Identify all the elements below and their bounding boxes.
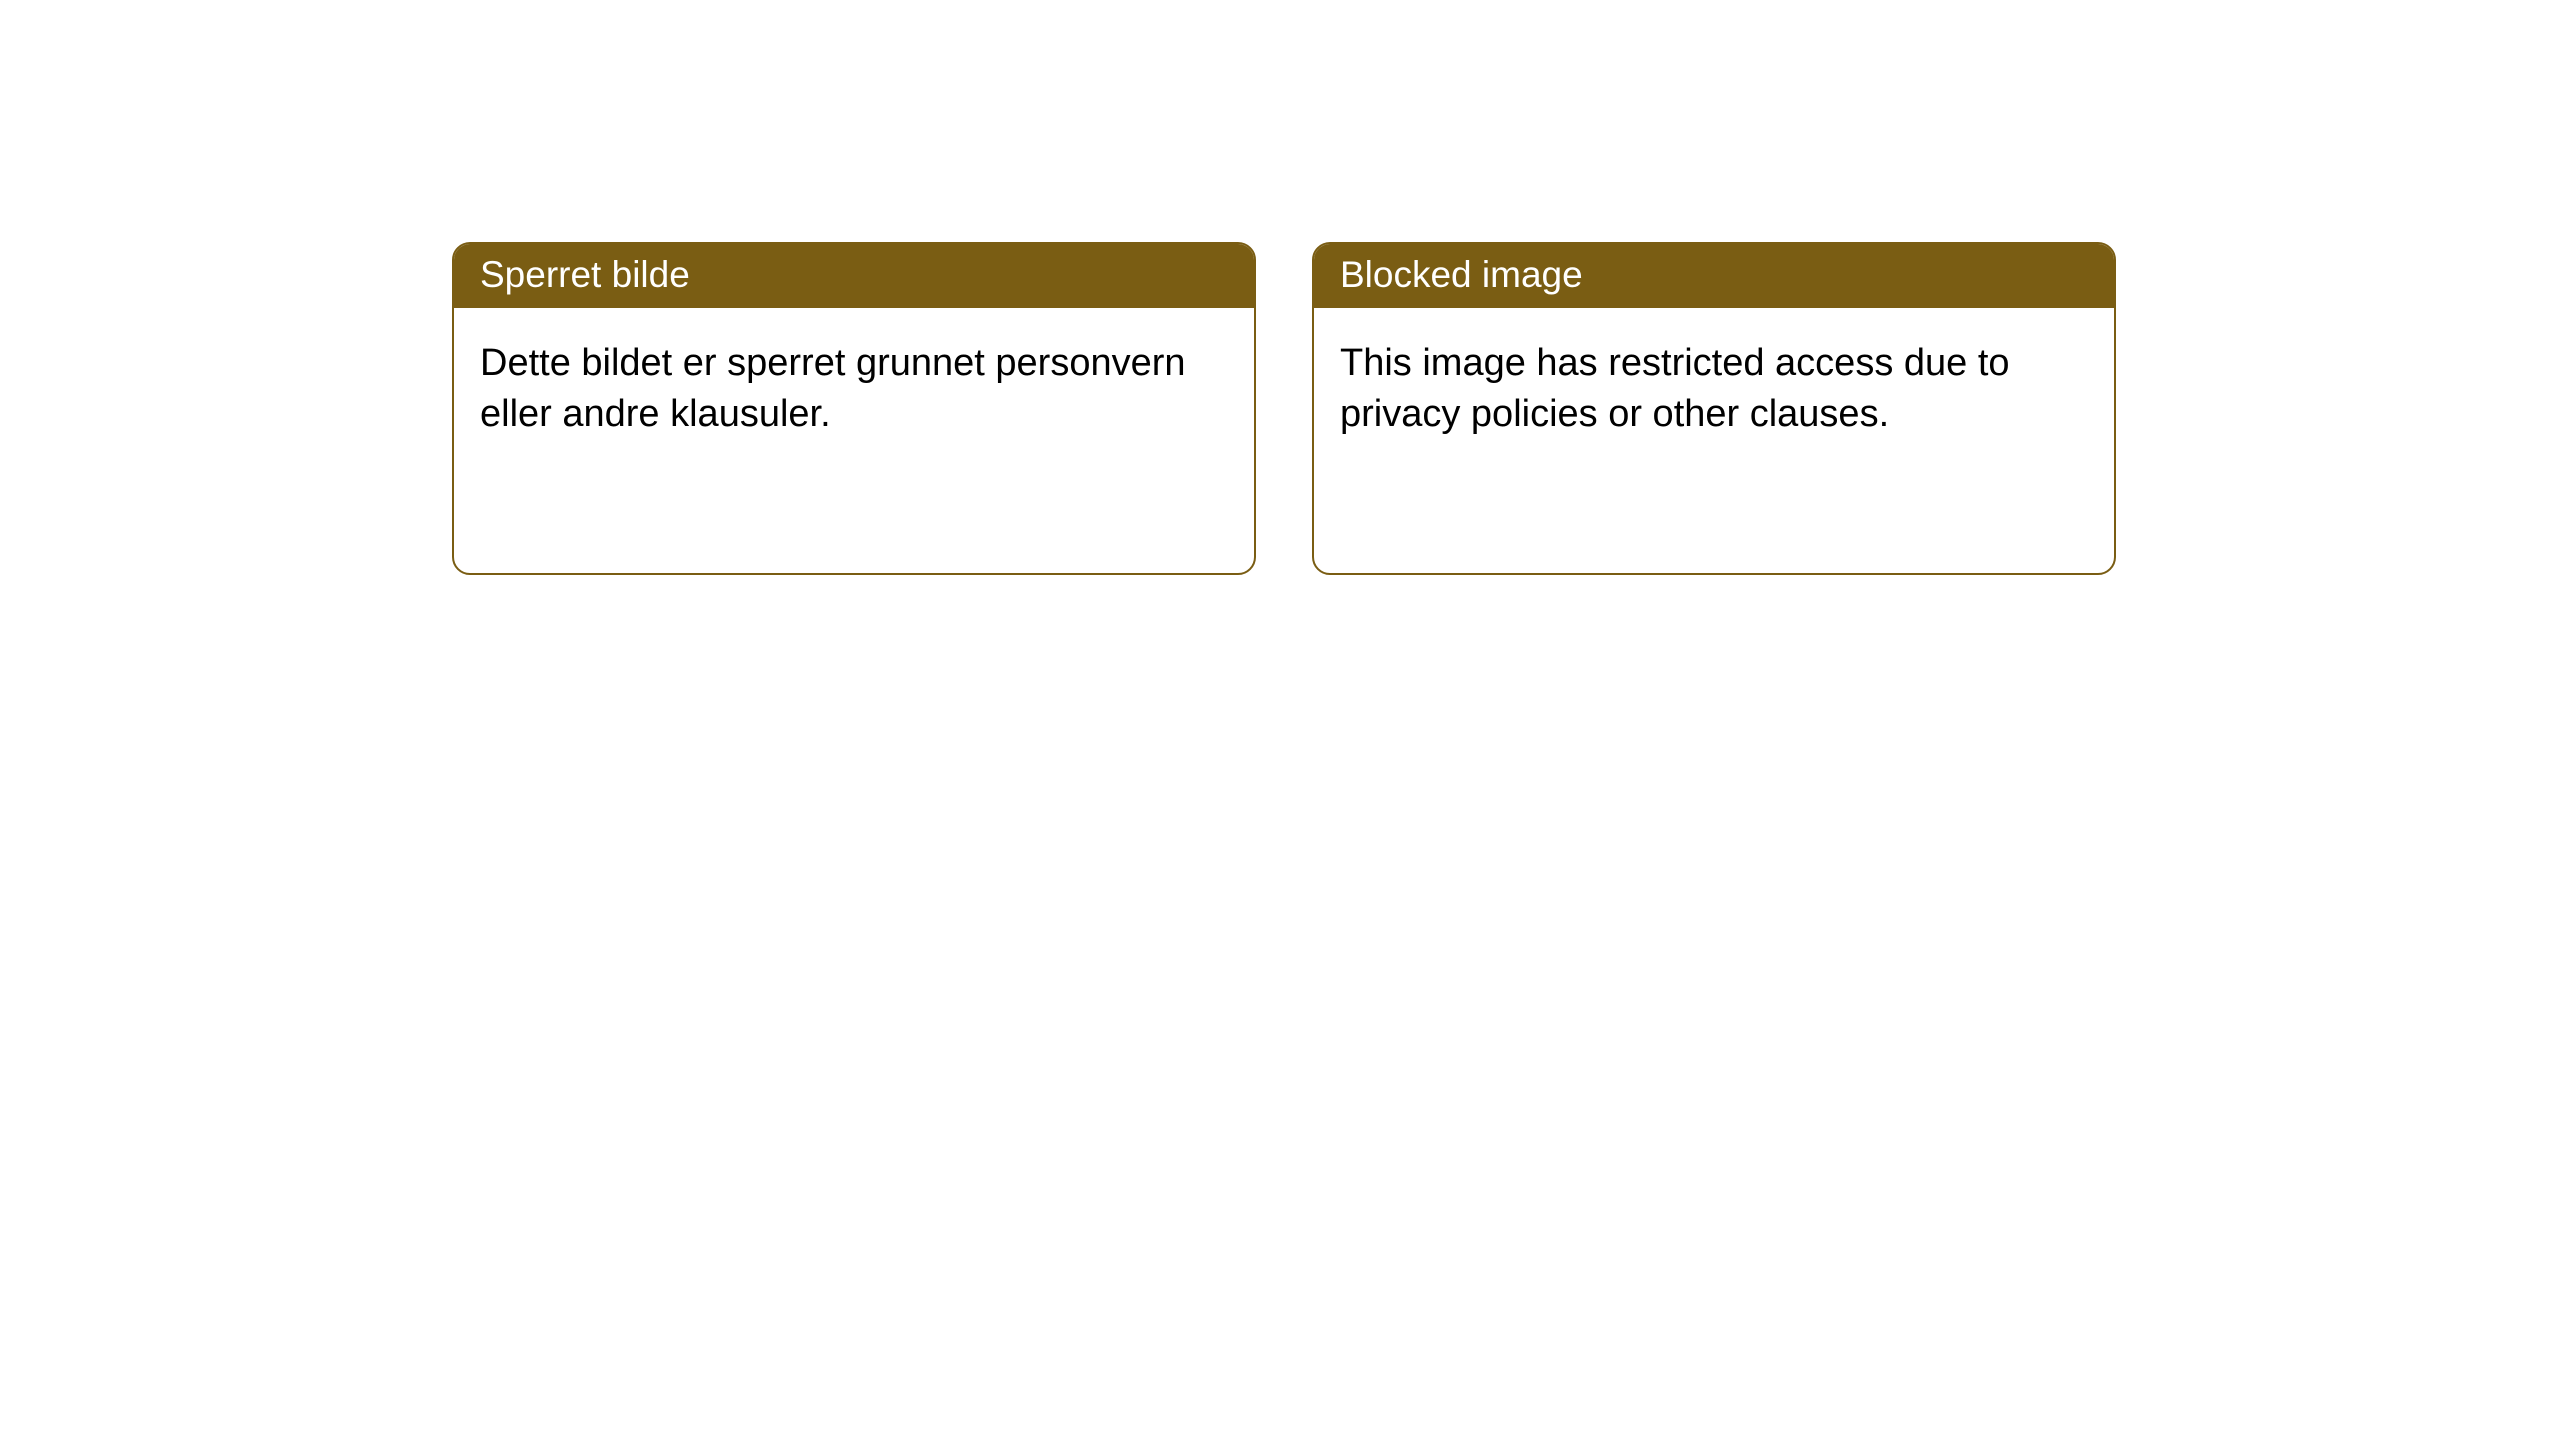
card-header: Sperret bilde xyxy=(454,244,1254,308)
card-header: Blocked image xyxy=(1314,244,2114,308)
card-body: This image has restricted access due to … xyxy=(1314,308,2114,573)
notice-card-english: Blocked image This image has restricted … xyxy=(1312,242,2116,575)
card-body: Dette bildet er sperret grunnet personve… xyxy=(454,308,1254,573)
notice-cards-container: Sperret bilde Dette bildet er sperret gr… xyxy=(0,0,2560,575)
notice-card-norwegian: Sperret bilde Dette bildet er sperret gr… xyxy=(452,242,1256,575)
